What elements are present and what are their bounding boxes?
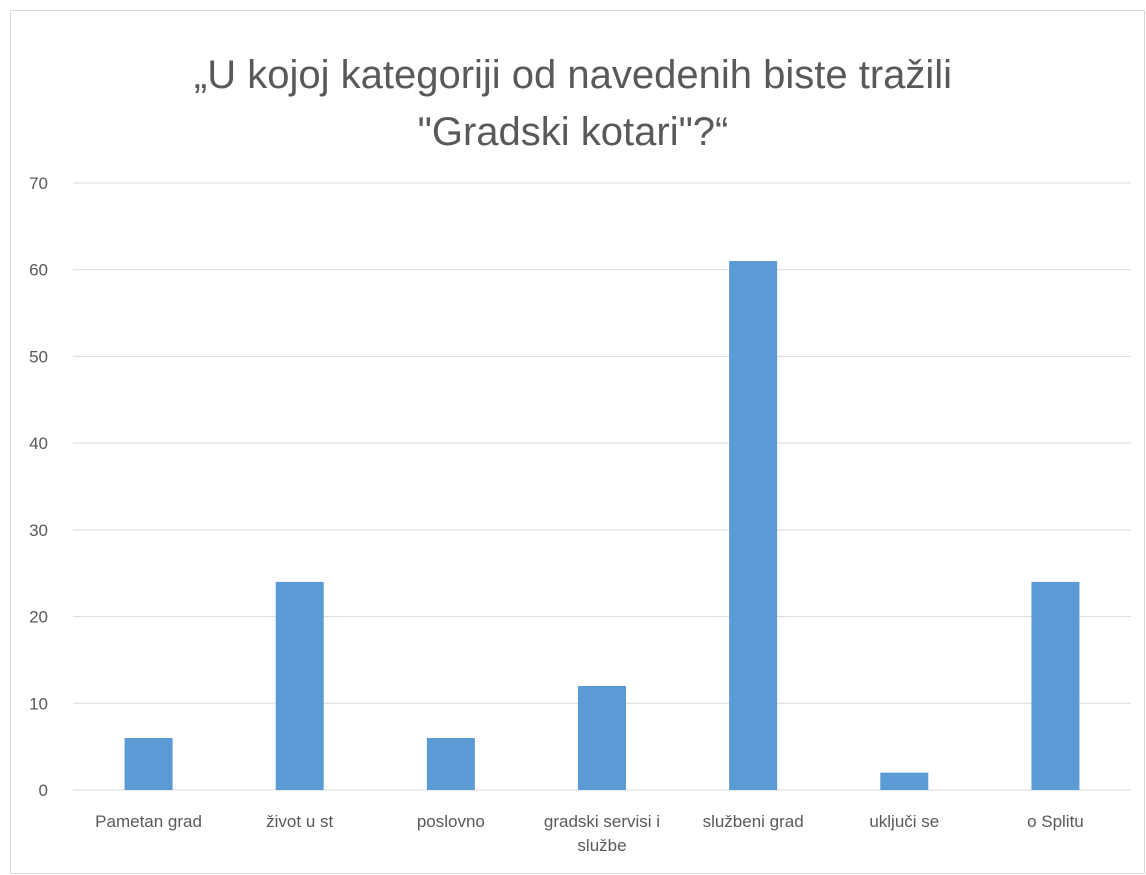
x-tick-label: o Splitu: [1027, 812, 1084, 831]
y-tick-label: 10: [29, 694, 48, 713]
y-tick-label: 30: [29, 521, 48, 540]
x-tick-label: uključi se: [869, 812, 940, 831]
bar: [880, 772, 929, 790]
chart-title: „U kojoj kategoriji od navedenih biste t…: [194, 53, 952, 97]
y-tick-label: 20: [29, 608, 48, 627]
x-tick-label: poslovno: [416, 812, 485, 831]
x-tick-label: Pametan grad: [95, 812, 202, 831]
x-tick-label: službeni grad: [702, 812, 804, 831]
bar: [578, 685, 626, 790]
bar: [426, 737, 475, 790]
x-tick-label: život u st: [266, 812, 334, 831]
y-tick-label: 40: [29, 434, 48, 453]
bar: [729, 261, 778, 790]
chart-border: [10, 10, 1145, 874]
bar: [275, 581, 324, 790]
y-tick-label: 50: [29, 347, 48, 366]
y-tick-label: 60: [29, 261, 48, 280]
x-tick-label: gradski servisi i službe: [543, 812, 661, 855]
y-tick-label: 0: [39, 781, 48, 800]
bar: [124, 737, 173, 790]
chart-title: "Gradski kotari"?“: [418, 110, 729, 154]
y-tick-label: 70: [29, 174, 48, 193]
bar: [1031, 581, 1080, 790]
